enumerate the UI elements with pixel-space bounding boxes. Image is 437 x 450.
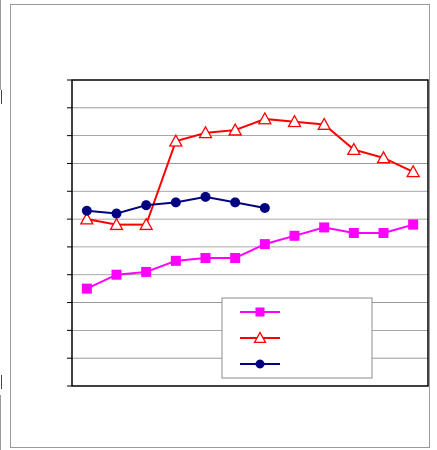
- left-panel-marker-top: [1, 90, 2, 104]
- data-point-square: [81, 283, 92, 294]
- data-point-square: [319, 222, 330, 233]
- legend-entry-3: [240, 359, 280, 369]
- series-2: [79, 111, 421, 231]
- data-point-circle: [259, 202, 270, 213]
- data-point-circle: [200, 191, 211, 202]
- data-point-circle: [111, 208, 122, 219]
- series-layer: [79, 111, 421, 294]
- data-point-square: [348, 228, 359, 238]
- series-line: [86, 223, 414, 290]
- data-point-triangle: [168, 133, 183, 147]
- data-point-triangle: [228, 122, 243, 136]
- series-3: [81, 191, 270, 219]
- left-panel-edge-bottom: [0, 395, 1, 450]
- data-point-square: [259, 239, 270, 250]
- left-panel-marker-bottom: [1, 375, 2, 389]
- data-point-circle: [141, 200, 152, 211]
- data-point-square: [230, 253, 241, 264]
- data-point-triangle: [253, 331, 267, 344]
- data-point-square: [378, 228, 389, 238]
- data-point-triangle: [198, 125, 213, 139]
- legend-entry-1: [240, 307, 280, 317]
- data-point-circle: [230, 197, 241, 208]
- data-point-triangle: [257, 111, 272, 125]
- data-point-square: [200, 253, 211, 264]
- left-panel-edge-top: [0, 0, 1, 90]
- series-1: [81, 219, 419, 294]
- data-point-triangle: [109, 217, 124, 231]
- legend: [221, 297, 373, 379]
- data-point-triangle: [79, 211, 94, 225]
- data-point-triangle: [317, 117, 332, 130]
- data-point-triangle: [376, 150, 391, 164]
- plot-area-border: [71, 79, 429, 387]
- data-point-square: [408, 219, 419, 230]
- data-point-triangle: [139, 217, 154, 231]
- data-point-circle: [255, 359, 265, 369]
- data-point-circle: [81, 205, 92, 216]
- data-point-square: [289, 230, 300, 241]
- data-point-triangle: [287, 114, 302, 128]
- gridlines: [67, 79, 428, 387]
- legend-entry-2: [240, 331, 280, 344]
- data-point-triangle: [346, 142, 361, 155]
- data-point-square: [255, 307, 265, 317]
- data-point-square: [141, 266, 152, 277]
- data-point-circle: [170, 197, 181, 208]
- series-line: [86, 117, 414, 226]
- data-point-square: [170, 255, 181, 266]
- data-point-triangle: [406, 164, 421, 178]
- data-point-square: [111, 269, 122, 280]
